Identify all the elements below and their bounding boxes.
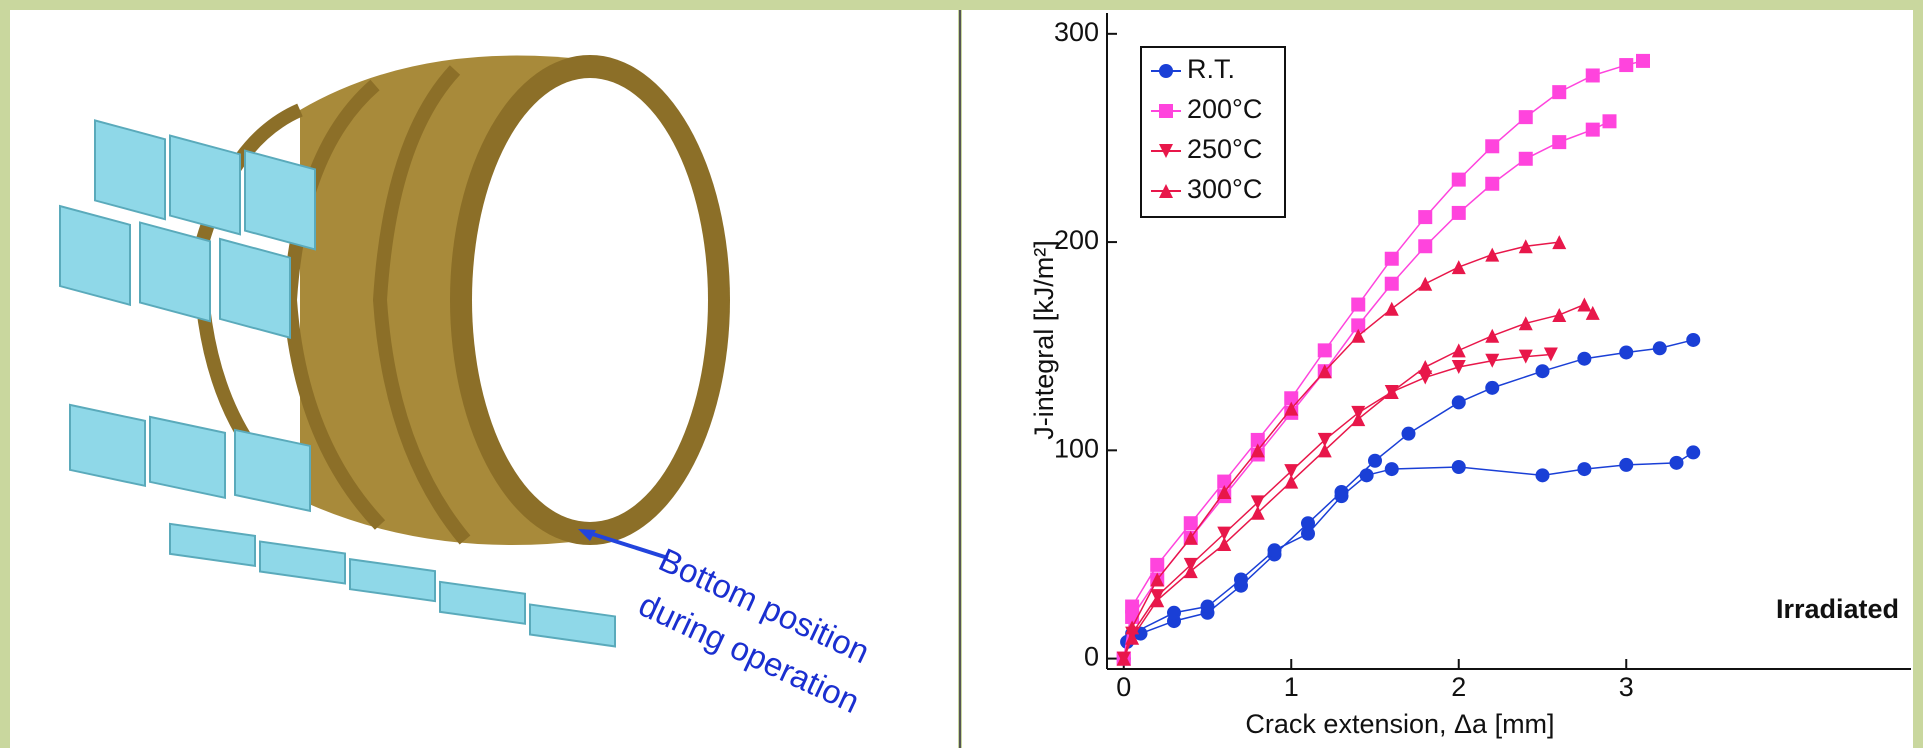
data-point (1653, 341, 1667, 355)
data-point (1619, 58, 1633, 72)
data-point (1318, 343, 1332, 357)
data-point (1552, 85, 1566, 99)
data-point (1268, 543, 1282, 557)
data-point (1686, 445, 1700, 459)
legend-label: 200°C (1187, 94, 1262, 124)
data-point (1167, 606, 1181, 620)
data-point (1536, 364, 1550, 378)
legend-marker (1159, 64, 1173, 78)
data-point (1234, 572, 1248, 586)
data-point (1686, 333, 1700, 347)
data-point (1418, 239, 1432, 253)
data-point (1385, 252, 1399, 266)
x-tick-label: 0 (1116, 672, 1131, 702)
data-point (1519, 152, 1533, 166)
data-point (1485, 139, 1499, 153)
data-point (1586, 68, 1600, 82)
x-axis-label: Crack extension, Δa [mm] (1245, 709, 1554, 739)
legend-label: R.T. (1187, 54, 1235, 84)
data-point (1452, 395, 1466, 409)
data-point (1577, 352, 1591, 366)
legend-marker (1159, 104, 1173, 118)
data-point (1150, 558, 1164, 572)
data-point (1301, 527, 1315, 541)
data-point (1385, 462, 1399, 476)
y-tick-label: 300 (1054, 17, 1099, 47)
x-tick-label: 2 (1451, 672, 1466, 702)
figure: Bottom position during operation J-integ… (0, 0, 1923, 748)
data-point (1577, 462, 1591, 476)
y-axis-label: J-integral [kJ/m²] (1029, 240, 1059, 440)
page: Bottom position during operation J-integ… (0, 0, 1923, 748)
data-point (1201, 600, 1215, 614)
data-point (1452, 173, 1466, 187)
data-point (1536, 468, 1550, 482)
x-tick-label: 1 (1284, 672, 1299, 702)
data-point (1670, 456, 1684, 470)
data-point (1184, 516, 1198, 530)
y-tick-label: 100 (1054, 433, 1099, 463)
legend-label: 300°C (1187, 174, 1262, 204)
data-point (1636, 54, 1650, 68)
data-point (1402, 427, 1416, 441)
data-point (1552, 135, 1566, 149)
data-point (1452, 206, 1466, 220)
data-point (1619, 345, 1633, 359)
data-point (1385, 277, 1399, 291)
y-tick-label: 0 (1084, 642, 1099, 672)
right-panel (962, 10, 1913, 748)
data-point (1485, 381, 1499, 395)
data-point (1351, 298, 1365, 312)
data-point (1519, 110, 1533, 124)
data-point (1368, 454, 1382, 468)
legend-label: 250°C (1187, 134, 1262, 164)
data-point (1452, 460, 1466, 474)
chart-annotation: Irradiated (1776, 594, 1899, 624)
data-point (1418, 210, 1432, 224)
data-point (1619, 458, 1633, 472)
data-point (1335, 489, 1349, 503)
y-tick-label: 200 (1054, 225, 1099, 255)
data-point (1360, 468, 1374, 482)
data-point (1586, 123, 1600, 137)
x-tick-label: 3 (1619, 672, 1634, 702)
data-point (1603, 114, 1617, 128)
data-point (1485, 177, 1499, 191)
